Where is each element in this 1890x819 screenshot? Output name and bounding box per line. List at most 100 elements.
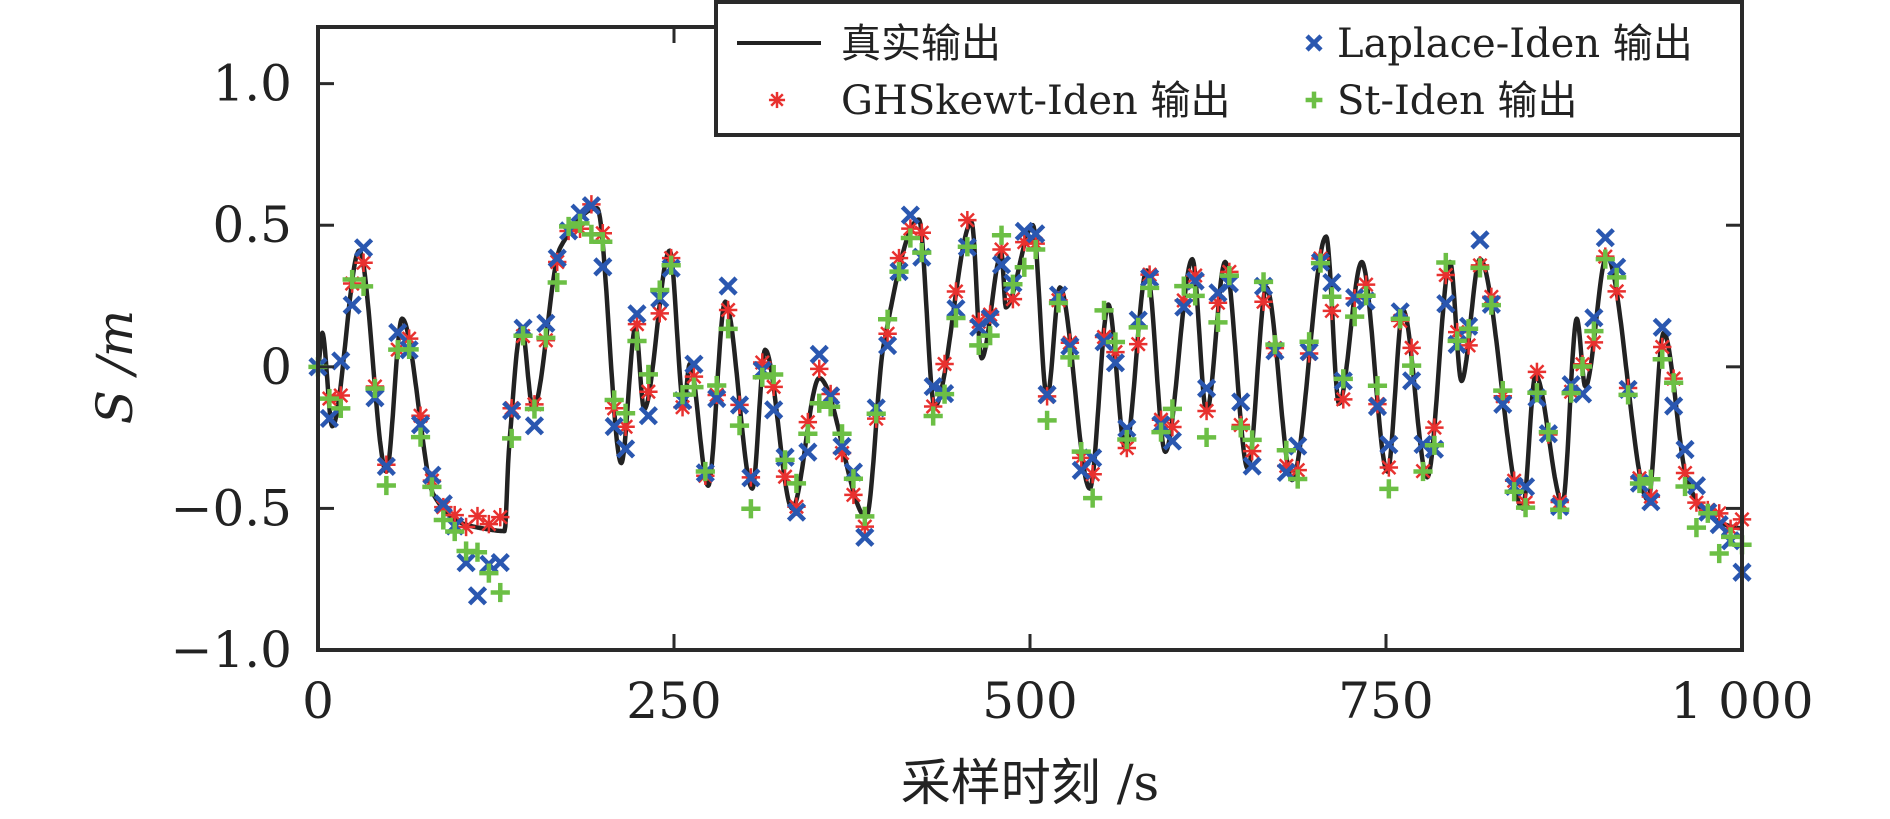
data-point-x [809, 344, 829, 364]
x-tick-label: 250 [626, 672, 721, 730]
data-point-plus [1265, 335, 1285, 355]
y-tick-label: −1.0 [171, 621, 292, 679]
data-point-plus [1276, 440, 1296, 460]
data-point-x [638, 406, 658, 426]
data-point-plus [1424, 435, 1445, 455]
data-point-plus [764, 364, 784, 385]
data-point-plus [729, 416, 750, 436]
legend-asterisk-marker-icon [768, 91, 786, 109]
data-point-x [1037, 385, 1057, 405]
data-point-plus [1618, 385, 1638, 405]
data-point-x [536, 313, 556, 333]
data-point-x [342, 295, 362, 315]
series-x [308, 196, 1752, 606]
data-point-plus [1561, 383, 1581, 403]
data-point-asterisk [1425, 418, 1444, 437]
y-tick-label: 0.5 [212, 196, 292, 254]
data-point-plus [342, 269, 362, 290]
y-tick-label: 1.0 [212, 55, 292, 113]
data-point-plus [1709, 543, 1729, 564]
data-point-x [456, 553, 476, 573]
data-point-x [1675, 439, 1695, 460]
data-point-x [319, 408, 339, 429]
data-point-plus [912, 243, 932, 263]
data-point-x [718, 276, 738, 296]
data-point-plus [604, 390, 624, 410]
data-point-x [1402, 371, 1422, 391]
data-point-x [1595, 228, 1615, 248]
data-point-x [707, 388, 727, 409]
data-point-x [980, 308, 1000, 328]
y-tick-label: −0.5 [171, 479, 292, 537]
data-point-x [1322, 272, 1342, 293]
data-point-asterisk [912, 223, 931, 242]
data-point-plus [1014, 257, 1034, 277]
data-point-asterisk [1379, 458, 1399, 477]
data-point-plus [1481, 295, 1501, 315]
data-point-x [764, 400, 784, 420]
legend-x-marker-icon [1305, 34, 1323, 52]
data-point-x [1060, 336, 1080, 356]
data-point-x [832, 436, 852, 457]
data-point-asterisk [1527, 362, 1547, 382]
y-axis-label: S /m [86, 310, 144, 424]
y-tick-label: 0 [260, 338, 292, 396]
data-point-x [1493, 394, 1513, 414]
data-point-plus [1515, 498, 1536, 518]
data-point-x [1140, 268, 1160, 288]
data-point-plus [684, 377, 704, 397]
data-point-x [422, 465, 442, 485]
data-point-plus [1390, 309, 1410, 329]
data-point-plus [741, 499, 761, 519]
data-point-plus [821, 397, 841, 417]
data-point-plus [1083, 488, 1103, 508]
data-point-plus [1299, 332, 1319, 352]
data-point-plus [1402, 355, 1422, 376]
data-point-plus [353, 276, 374, 296]
data-point-plus [809, 393, 829, 413]
legend-label-true: 真实输出 [841, 21, 1001, 67]
data-point-plus [559, 216, 579, 237]
data-point-plus [513, 326, 533, 346]
data-point-x [1299, 342, 1319, 362]
data-point-plus [433, 510, 453, 530]
data-point-plus [786, 473, 807, 493]
data-point-x [1641, 492, 1661, 512]
data-point-x [615, 439, 636, 459]
data-point-x [1196, 378, 1217, 398]
data-point-plus [775, 450, 795, 470]
data-point-x [1436, 294, 1456, 314]
data-point-plus [1572, 356, 1593, 377]
data-point-x [331, 351, 351, 371]
data-point-asterisk [798, 412, 818, 432]
data-point-x [1584, 308, 1604, 328]
data-point-plus [1026, 239, 1046, 260]
data-point-plus [969, 335, 989, 355]
data-point-plus [410, 427, 431, 447]
data-point-plus [1413, 461, 1433, 482]
data-point-x [1572, 384, 1593, 404]
data-point-x [1379, 435, 1399, 455]
legend: 真实输出 Laplace-Iden 输出 GHSkewt-Iden 输出 St-… [714, 0, 1744, 137]
data-point-plus [319, 389, 339, 409]
legend-plus-marker-icon [1305, 91, 1323, 109]
data-point-x [410, 415, 431, 435]
data-point-x [786, 502, 807, 522]
data-point-plus [1447, 331, 1467, 351]
data-point-plus [1071, 442, 1091, 462]
data-point-x [1652, 317, 1672, 337]
data-point-plus [1208, 312, 1228, 332]
data-point-plus [1288, 469, 1308, 489]
data-point-plus [934, 384, 955, 404]
data-point-asterisk [958, 210, 977, 230]
data-point-plus [1094, 300, 1114, 320]
data-point-asterisk [844, 485, 863, 505]
data-point-x [1709, 515, 1729, 535]
data-point-plus [832, 424, 852, 444]
data-point-plus [1151, 422, 1171, 442]
data-point-asterisk [1687, 493, 1706, 512]
data-point-plus [900, 228, 920, 248]
data-point-plus [878, 309, 898, 329]
x-axis-label: 采样时刻 /s [901, 754, 1159, 812]
data-point-plus [661, 255, 681, 275]
